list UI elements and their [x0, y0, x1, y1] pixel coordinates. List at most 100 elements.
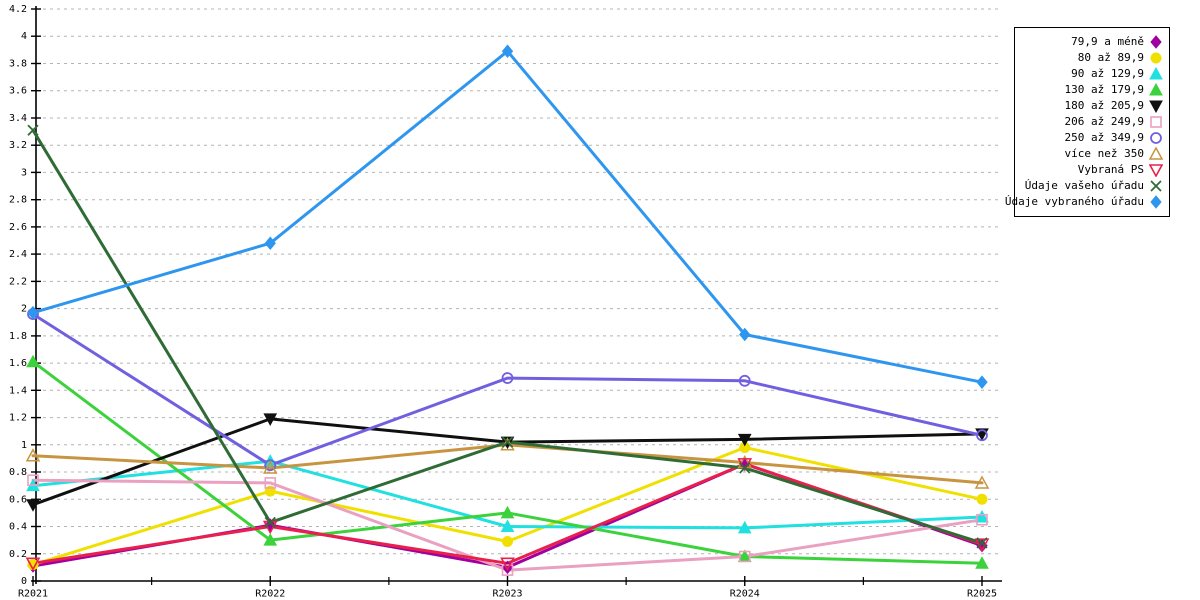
y-tick-label: 1: [21, 440, 27, 451]
data-point-marker: [27, 474, 39, 487]
legend-item-label: 250 až 349,9: [1064, 131, 1144, 144]
data-point-marker: [1150, 132, 1162, 144]
data-point-marker: [501, 564, 514, 576]
y-tick-label: 3.6: [9, 86, 27, 97]
y-tick-label: 3.8: [9, 59, 27, 70]
y-tick-label: 2.8: [9, 195, 27, 206]
data-point-marker: [264, 236, 276, 251]
legend-item-label: Údaje vybraného úřadu: [1004, 195, 1144, 208]
y-tick-label: 4: [21, 31, 27, 42]
y-tick-label: 2: [21, 304, 27, 315]
data-point-marker: [1149, 100, 1163, 113]
legend-item-0[interactable]: 79,9 a méně: [1020, 34, 1164, 50]
legend-item-label: 90 až 129,9: [1071, 67, 1144, 80]
data-point-marker: [1149, 67, 1163, 80]
legend-item-label: 130 až 179,9: [1064, 83, 1144, 96]
data-point-marker: [739, 327, 751, 342]
legend-item-label: 206 až 249,9: [1064, 115, 1144, 128]
legend-item-label: více než 350: [1064, 147, 1144, 160]
data-point-marker: [976, 537, 988, 549]
y-tick-label: 1.8: [9, 331, 27, 342]
y-tick-label: 0.8: [9, 467, 27, 478]
data-point-marker: [25, 448, 41, 462]
y-tick-label: 3.2: [9, 140, 27, 151]
data-point-marker: [500, 519, 515, 533]
y-tick-label: 4.2: [9, 4, 27, 15]
data-point-marker: [501, 372, 514, 384]
legend-item-8[interactable]: Vybraná PS: [1020, 162, 1164, 178]
x-tick-label: R2024: [730, 588, 760, 599]
chart-legend: 79,9 a méně 80 až 89,9 90 až 129,9 130 až 1…: [1005, 27, 1170, 217]
data-point-marker: [26, 499, 40, 512]
data-point-marker: [262, 460, 278, 474]
legend-marker-diamond-filled-icon: [1148, 195, 1164, 209]
series-line-10: [31, 49, 984, 384]
legend-item-label: 79,9 a méně: [1071, 35, 1144, 48]
series-line-6: [31, 312, 984, 467]
x-tick-label: R2025: [967, 588, 997, 599]
data-point-marker: [264, 516, 276, 529]
data-point-marker: [26, 354, 40, 368]
legend-item-9[interactable]: Údaje vašeho úřadu: [1020, 178, 1164, 194]
data-point-marker: [976, 493, 988, 505]
data-point-marker: [1150, 35, 1162, 49]
legend-marker-triangle-up-filled-icon: [1148, 83, 1164, 97]
series-lines: [31, 49, 984, 572]
x-tick-label: R2023: [492, 588, 522, 599]
legend-marker-triangle-up-filled-icon: [1148, 67, 1164, 81]
legend-item-10[interactable]: Údaje vybraného úřadu: [1005, 194, 1164, 210]
legend-item-6[interactable]: 250 až 349,9: [1020, 130, 1164, 146]
data-point-marker: [1150, 180, 1162, 192]
y-tick-label: 0.6: [9, 494, 27, 505]
data-point-marker: [25, 557, 41, 571]
legend-item-label: Vybraná PS: [1077, 163, 1144, 176]
data-point-marker: [264, 459, 277, 472]
legend-item-3[interactable]: 130 až 179,9: [1020, 82, 1164, 98]
legend-marker-x-cross-icon: [1148, 179, 1164, 193]
y-tick-label: 1.6: [9, 358, 27, 369]
y-tick-label: 1.2: [9, 413, 27, 424]
y-tick-label: 0.2: [9, 549, 27, 560]
legend-item-1[interactable]: 80 až 89,9: [1020, 50, 1164, 66]
data-point-marker: [264, 477, 277, 489]
legend-marker-circle-filled-icon: [1148, 51, 1164, 65]
data-point-marker: [27, 124, 39, 136]
x-tick-label: R2021: [18, 588, 48, 599]
legend-item-label: 180 až 205,9: [1064, 99, 1144, 112]
data-point-marker: [976, 375, 988, 389]
y-tick-label: 3: [21, 167, 27, 178]
data-point-marker: [1150, 52, 1162, 64]
legend-item-7[interactable]: více než 350: [1020, 146, 1164, 162]
legend-marker-square-open-icon: [1148, 115, 1164, 129]
y-tick-label: 1.4: [9, 385, 27, 396]
y-tick-label: 2.2: [9, 276, 27, 287]
legend-item-label: 80 až 89,9: [1077, 51, 1144, 64]
series-markers: [25, 44, 990, 576]
data-point-marker: [263, 413, 278, 426]
data-point-marker: [1150, 195, 1162, 209]
legend-marker-triangle-down-filled-icon: [1148, 99, 1164, 113]
legend-marker-circle-open-icon: [1148, 131, 1164, 145]
y-tick-label: 3.4: [9, 113, 27, 124]
data-point-marker: [737, 433, 752, 447]
legend-item-2[interactable]: 90 až 129,9: [1020, 66, 1164, 82]
legend-marker-diamond-filled-icon: [1148, 35, 1164, 49]
data-point-marker: [975, 509, 989, 523]
legend-marker-triangle-down-open-icon: [1148, 163, 1164, 177]
y-tick-label: 0.4: [9, 522, 27, 533]
data-point-marker: [738, 374, 751, 387]
data-point-marker: [1149, 164, 1163, 177]
data-point-marker: [501, 44, 514, 59]
x-tick-label: R2022: [255, 588, 285, 599]
data-point-marker: [500, 557, 515, 571]
line-chart: 0 0.2 0.4 0.6 0.8 1 1.2 1.4 1.6 1.8 2 2.2 2.4 2.6 2.8 3…: [9, 4, 1002, 599]
y-tick-label: 2.4: [9, 249, 27, 260]
legend-item-5[interactable]: 206 až 249,9: [1020, 114, 1164, 130]
x-axis: R2021 R2022 R2023 R2024 R2025: [18, 576, 1002, 599]
data-point-marker: [974, 475, 990, 489]
data-point-marker: [1149, 147, 1163, 160]
data-point-marker: [738, 550, 751, 563]
legend-item-4[interactable]: 180 až 205,9: [1020, 98, 1164, 114]
chart-canvas: 0 0.2 0.4 0.6 0.8 1 1.2 1.4 1.6 1.8 2 2.2 2.4 2.6 2.8 3…: [9, 4, 1002, 599]
data-point-marker: [976, 429, 988, 442]
